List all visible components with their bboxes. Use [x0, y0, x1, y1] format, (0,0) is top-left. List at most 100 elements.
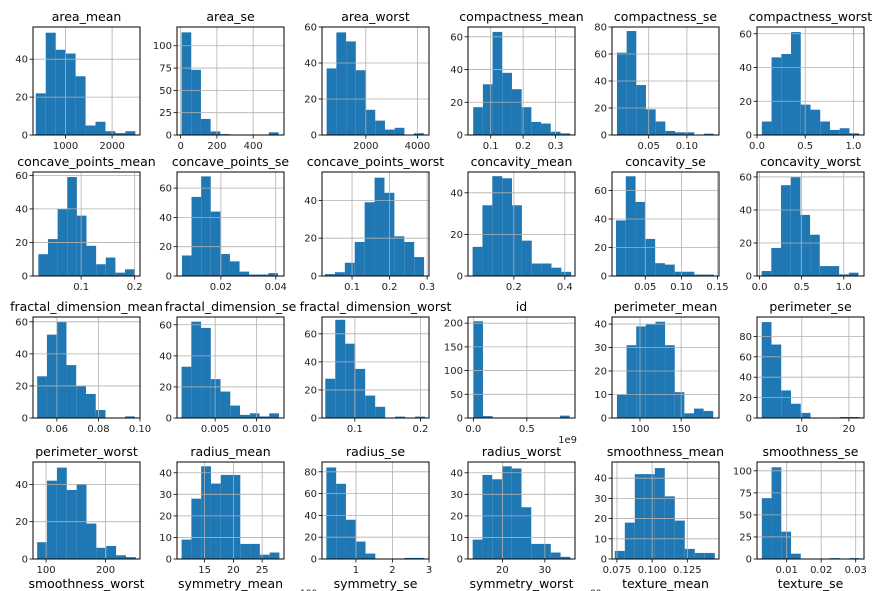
- y-tick-label: 20: [15, 381, 28, 392]
- panel-title: symmetry_mean: [178, 576, 283, 591]
- histogram-bar: [220, 474, 231, 559]
- x-tick-label: 0: [177, 141, 183, 152]
- x-tick-label: 0.1: [73, 282, 89, 293]
- x-tick-label: 0.010: [242, 424, 271, 435]
- y-tick-label: 100: [733, 466, 752, 477]
- x-tick-label: 20: [227, 565, 240, 576]
- y-tick-label: 60: [594, 186, 607, 197]
- histogram-bar: [521, 240, 532, 276]
- histogram-panel-radius-se: radius_se 1 2 3 0 20 40 60 80: [304, 444, 432, 576]
- y-tick-label: 20: [159, 242, 172, 253]
- x-tick-label: 0.125: [673, 565, 702, 576]
- histogram-bar: [636, 326, 646, 418]
- y-tick-label: 30: [594, 343, 607, 354]
- histogram-bar: [492, 31, 503, 136]
- y-tick-label: 0: [166, 555, 172, 566]
- histogram-panel-compactness-worst: compactness_worst 0.0 0.5 1.0 0 20 40 60: [739, 9, 872, 152]
- histogram-bar: [482, 205, 493, 276]
- histogram-bar: [560, 415, 570, 418]
- x-tick-label: 1.0: [845, 141, 861, 152]
- histogram-bar: [655, 121, 666, 135]
- histogram-bar: [511, 468, 522, 559]
- y-tick-label: 20: [739, 238, 752, 249]
- histogram-bar: [336, 483, 346, 559]
- histogram-panel-compactness-mean: compactness_mean 0.1 0.2 0.3 0 20 40 60: [450, 9, 583, 152]
- axes-frame: [321, 316, 430, 419]
- x-tick-label: 0.04: [265, 282, 287, 293]
- histogram-bar: [106, 545, 117, 559]
- y-tick-label: 60: [594, 50, 607, 61]
- histogram-bar: [771, 344, 782, 418]
- panel-title: texture_se: [778, 576, 844, 591]
- histogram-panel-symmetry-se: symmetry_se: [334, 576, 418, 591]
- x-tick-label: 0.06: [46, 424, 68, 435]
- x-tick-label: 0.02: [210, 282, 232, 293]
- histogram-bar: [800, 104, 811, 135]
- histogram-bar: [334, 272, 345, 276]
- histogram-bar: [472, 246, 483, 276]
- y-tick-label: 0: [166, 414, 172, 425]
- histogram-bar: [55, 49, 66, 135]
- histogram-bar: [684, 132, 695, 135]
- histogram-bar: [268, 273, 278, 276]
- histogram-bar: [395, 416, 406, 418]
- axes-frame: [467, 26, 576, 136]
- x-tick-label: 0.100: [638, 565, 667, 576]
- histogram-bar: [694, 274, 705, 276]
- histogram-bar: [655, 263, 665, 276]
- x-tick-label: 1.0: [836, 282, 852, 293]
- x-tick-label: 0.2: [413, 424, 429, 435]
- histogram-panel-area-se: area_se 0 200 400 0 25 50 75 100: [153, 9, 285, 152]
- y-tick-label: 80: [304, 467, 317, 478]
- histogram-bar: [115, 272, 126, 276]
- histogram-bar: [125, 416, 135, 418]
- histogram-bar: [95, 409, 106, 418]
- y-tick-label: 0: [601, 414, 607, 425]
- y-tick-label: 0: [746, 555, 752, 566]
- histogram-bar: [374, 177, 385, 276]
- histogram-panel-compactness-se: compactness_se 0.05 0.10 0 20 40 60 80: [594, 9, 720, 152]
- histogram-bar: [761, 271, 772, 276]
- y-tick-label: 80: [594, 23, 607, 34]
- histogram-bar: [259, 416, 270, 418]
- y-tick-label: 20: [15, 93, 28, 104]
- histogram-bar: [482, 474, 493, 559]
- histogram-bar: [820, 121, 830, 135]
- axes-frame: [467, 316, 576, 419]
- histogram-bar: [625, 176, 636, 276]
- histogram-bar: [655, 321, 666, 418]
- y-tick-label: 30: [594, 494, 607, 505]
- histogram-panel-perimeter-se: perimeter_se 10 20 0 20 40 60 80: [739, 299, 865, 435]
- histogram-bar: [76, 215, 87, 276]
- panel-title: perimeter_mean: [614, 299, 718, 314]
- axes-frame: [176, 171, 285, 277]
- panel-title: concave_points_se: [172, 154, 289, 169]
- histogram-bar: [849, 133, 860, 135]
- histogram-bar: [37, 376, 47, 418]
- histogram-bar: [250, 543, 260, 559]
- histogram-bar: [269, 552, 280, 559]
- y-tick-label: 40: [159, 468, 172, 479]
- histogram-bar: [45, 32, 56, 135]
- panel-title: area_se: [206, 9, 255, 24]
- y-tick-label: 20: [159, 511, 172, 522]
- histogram-bar: [201, 327, 211, 418]
- histogram-panel-area-mean: area_mean 1000 2000 0 20 40: [15, 9, 141, 152]
- axes-frame: [176, 316, 285, 419]
- histogram-bar: [810, 234, 820, 276]
- y-tick-label: 40: [594, 77, 607, 88]
- histogram-bar: [76, 385, 86, 418]
- x-tick-label: 0.08: [87, 424, 109, 435]
- histogram-bar: [346, 41, 356, 135]
- x-tick-label: 2000: [353, 141, 378, 152]
- y-tick-label: 20: [450, 98, 463, 109]
- axes-frame: [32, 171, 141, 277]
- panel-title: smoothness_se: [763, 444, 859, 459]
- y-tick-label: 50: [159, 86, 172, 97]
- y-tick-label: 0: [22, 131, 28, 142]
- histogram-bar: [220, 391, 231, 418]
- histogram-bar: [268, 132, 279, 135]
- y-tick-label: 100: [444, 366, 463, 377]
- y-tick-label: 20: [739, 97, 752, 108]
- y-tick-label: 0: [601, 555, 607, 566]
